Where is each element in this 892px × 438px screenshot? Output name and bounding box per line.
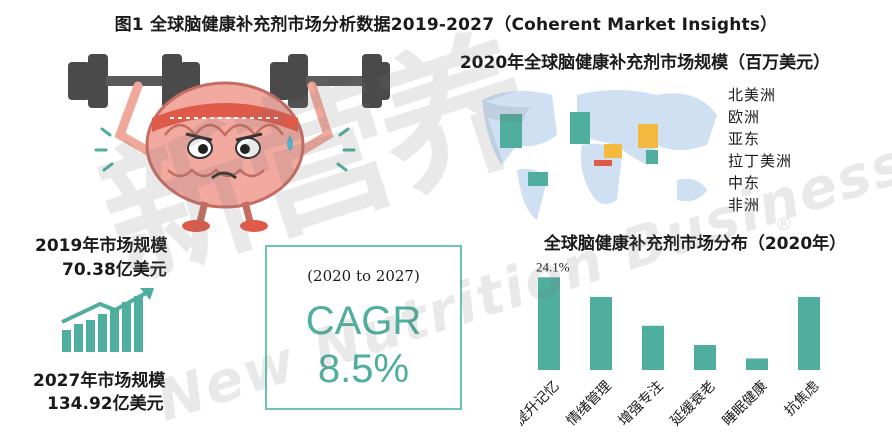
chart-title: 全球脑健康补充剂市场分布（2020年） — [543, 234, 847, 254]
bar-5 — [798, 296, 820, 370]
category-label-1: 情绪管理 — [564, 378, 615, 429]
legend-item-latin-america: 拉丁美洲 — [728, 152, 793, 170]
legend-item-europe: 欧洲 — [728, 108, 761, 126]
right-dumbbell-icon — [270, 54, 390, 108]
bar-4 — [746, 358, 768, 370]
bar-data-label-0: 24.1% — [536, 259, 570, 274]
category-label-2: 增强专注 — [616, 378, 667, 429]
stat-2019-value: 70.38亿美元 — [62, 260, 167, 280]
region-africa — [646, 150, 658, 164]
category-label-3: 延缓衰老 — [667, 378, 719, 430]
region-middle-east — [594, 160, 612, 166]
legend-item-asia: 亚东 — [728, 130, 761, 148]
stat-2027-value: 134.92亿美元 — [47, 394, 164, 414]
brain-dumbbell-illustration — [68, 54, 390, 232]
bar-0 — [538, 277, 560, 370]
cagr-box: (2020 to 2027) CAGR 8.5% — [265, 245, 462, 410]
cagr-value: 8.5% — [317, 347, 410, 391]
cagr-period: (2020 to 2027) — [307, 267, 420, 285]
legend-item-africa: 非洲 — [728, 196, 761, 214]
world-map — [482, 90, 717, 220]
bar-1 — [590, 296, 612, 370]
bar-2 — [642, 325, 664, 370]
legend-item-north-america: 北美洲 — [728, 86, 777, 104]
region-europe — [570, 112, 590, 144]
category-label-5: 抗焦虑 — [782, 378, 823, 419]
region-latin-america — [528, 172, 548, 186]
map-title: 2020年全球脑健康补充剂市场规模（百万美元） — [459, 53, 831, 73]
region-asia-1 — [638, 124, 658, 148]
category-label-4: 睡眠健康 — [719, 378, 771, 430]
cagr-label: CAGR — [305, 299, 422, 343]
region-north-america — [500, 114, 522, 148]
legend-item-middle-east: 中东 — [728, 174, 761, 192]
map-legend: 北美洲 欧洲 亚东 拉丁美洲 中东 非洲 — [728, 84, 792, 216]
growth-chart-icon — [61, 288, 154, 352]
stat-2019-label: 2019年市场规模 — [35, 236, 168, 256]
stat-2027-label: 2027年市场规模 — [33, 371, 166, 391]
bar-3 — [694, 345, 716, 370]
page-title: 图1 全球脑健康补充剂市场分析数据2019-2027（Coherent Mark… — [114, 15, 778, 35]
distribution-bar-chart: 24.1% 提升记忆 情绪管理 增强专注 延缓衰老 睡眠健康 抗焦虑 — [520, 259, 823, 430]
category-label-0: 提升记忆 — [520, 378, 563, 429]
region-asia-2 — [604, 144, 622, 158]
